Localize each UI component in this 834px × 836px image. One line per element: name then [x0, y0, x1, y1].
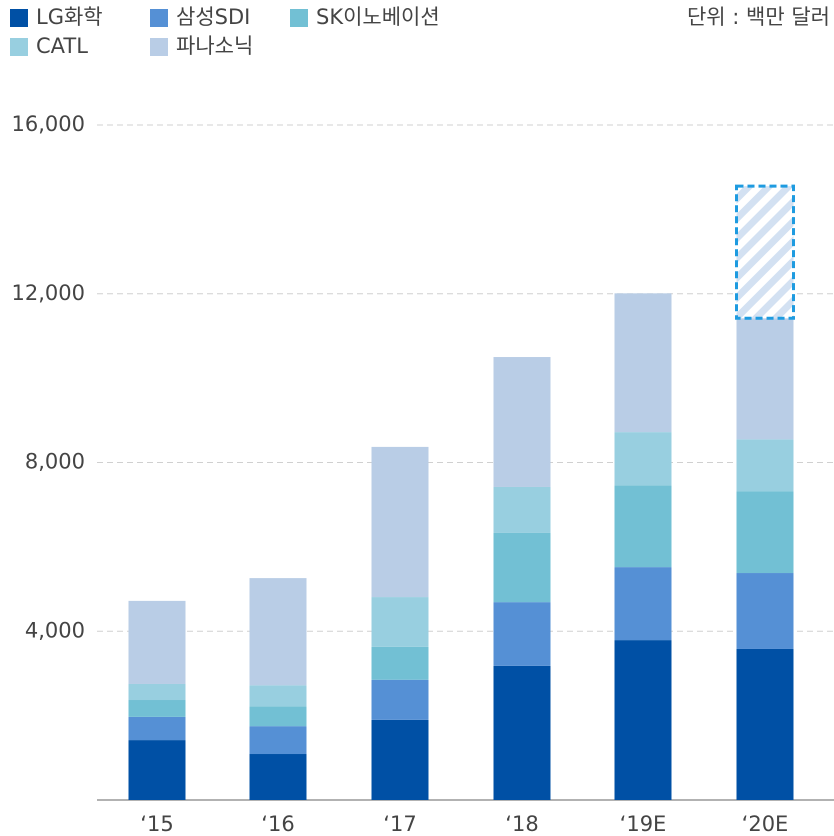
hatched-bar [735, 184, 795, 320]
y-tick-label: 16,000 [12, 112, 85, 136]
bar-segment [614, 293, 672, 433]
bar-segment [371, 597, 429, 647]
bar-segment [249, 685, 307, 707]
bar-segment [128, 683, 186, 701]
bar-segment [736, 439, 794, 492]
bar-segment [493, 665, 551, 800]
x-tick-label: ‘15 [140, 812, 173, 836]
legend-swatch [290, 9, 308, 27]
y-tick-label: 8,000 [25, 450, 85, 474]
legend-label: CATL [36, 34, 88, 58]
bar-segment [371, 646, 429, 680]
legend-swatch [150, 38, 168, 56]
bar-segment [736, 491, 794, 574]
y-tick-label: 4,000 [25, 618, 85, 642]
x-tick-label: ‘17 [383, 812, 416, 836]
x-tick-label: ‘16 [261, 812, 294, 836]
legend-swatch [150, 9, 168, 27]
y-tick-label: 12,000 [12, 281, 85, 305]
bar-segment [736, 573, 794, 649]
bar-segment [128, 700, 186, 717]
x-tick-label: ‘20E [742, 812, 789, 836]
bar-segment [371, 446, 429, 598]
legend-label: 파나소닉 [176, 34, 253, 58]
bar-segment [128, 716, 186, 741]
bar-segment [128, 740, 186, 800]
unit-label: 단위 : 백만 달러 [687, 5, 830, 29]
bar-segment [128, 600, 186, 684]
bar-segment [736, 318, 794, 440]
bar-segment [493, 486, 551, 533]
bar-segment [736, 648, 794, 800]
legend-label: LG화학 [36, 5, 103, 29]
legend-label: SK이노베이션 [316, 5, 440, 29]
x-tick-label: ‘18 [505, 812, 538, 836]
bar-segment [614, 485, 672, 568]
bar-segment [249, 706, 307, 727]
bar-segment [614, 432, 672, 486]
bar-segment [249, 578, 307, 686]
legend-swatch [10, 38, 28, 56]
x-tick-label: ‘19E [620, 812, 667, 836]
bar-segment [371, 679, 429, 720]
legend-label: 삼성SDI [176, 5, 250, 29]
bar-segment [493, 532, 551, 603]
legend-swatch [10, 9, 28, 27]
bar-segment [249, 726, 307, 755]
bar-segment [493, 357, 551, 487]
bar-segment [493, 602, 551, 666]
bar-segment [249, 754, 307, 800]
bar-segment [614, 640, 672, 800]
bar-segment [371, 719, 429, 800]
bar-segment [614, 567, 672, 641]
